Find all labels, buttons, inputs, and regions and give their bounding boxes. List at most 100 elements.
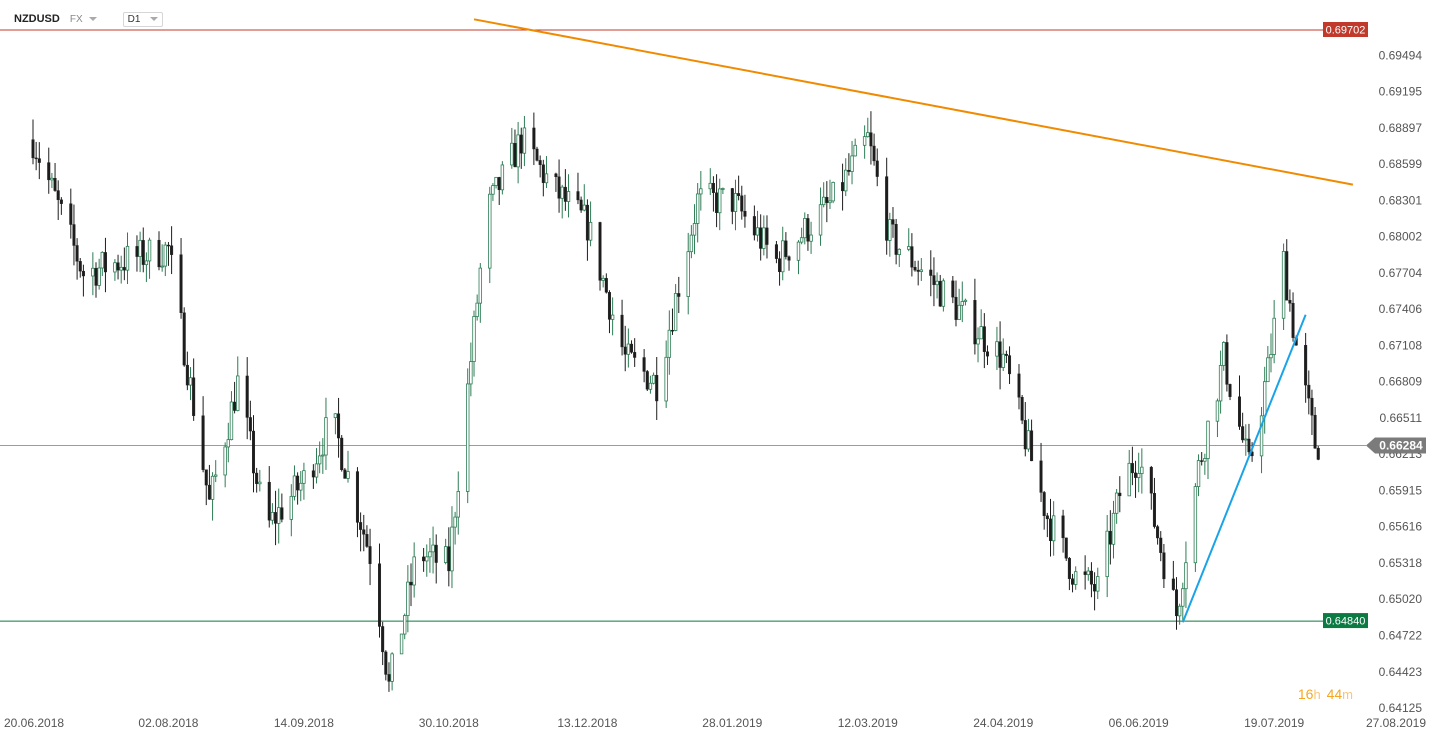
candle-body bbox=[31, 139, 35, 159]
candle-body bbox=[1200, 460, 1204, 462]
candle-body bbox=[311, 470, 315, 478]
candle-body bbox=[919, 269, 924, 272]
market-label[interactable]: FX bbox=[69, 13, 83, 25]
timeframe-select[interactable]: D1 bbox=[122, 11, 164, 27]
candle-body bbox=[538, 160, 542, 165]
candle-body bbox=[620, 314, 624, 348]
candle-body bbox=[673, 293, 678, 331]
candle-body bbox=[1225, 342, 1229, 385]
x-tick-label: 19.07.2019 bbox=[1244, 716, 1304, 730]
candle-countdown: 16h 44m bbox=[1298, 686, 1355, 702]
candle-body bbox=[708, 182, 712, 190]
candle-body bbox=[740, 195, 744, 212]
candle-body bbox=[245, 375, 249, 418]
candle-body bbox=[1061, 515, 1065, 539]
candle-body bbox=[998, 341, 1002, 368]
candle-body bbox=[648, 382, 653, 390]
candle-body bbox=[1266, 357, 1270, 383]
candle-body bbox=[576, 191, 580, 201]
candle-body bbox=[384, 651, 388, 675]
candle-body bbox=[1241, 426, 1245, 441]
candle-body bbox=[1184, 562, 1188, 590]
candle-body bbox=[774, 244, 778, 259]
candle-body bbox=[188, 377, 193, 386]
candle-body bbox=[1089, 570, 1093, 585]
candle-body bbox=[721, 188, 725, 190]
trendline bbox=[473, 18, 1354, 186]
candle-body bbox=[314, 463, 319, 478]
current-price-label: 0.66284 bbox=[1379, 439, 1423, 453]
candle-body bbox=[730, 188, 734, 212]
candle-body bbox=[535, 148, 539, 161]
y-tick-label: 0.69494 bbox=[1379, 48, 1423, 62]
y-tick-label: 0.67704 bbox=[1379, 266, 1423, 280]
candle-body bbox=[784, 240, 788, 257]
candle-body bbox=[450, 526, 454, 572]
candle-body bbox=[1272, 317, 1276, 355]
candle-body bbox=[214, 474, 218, 477]
candle-body bbox=[359, 522, 363, 530]
candle-body bbox=[456, 491, 460, 518]
candle-body bbox=[718, 188, 722, 214]
candle-body bbox=[69, 203, 73, 225]
candle-body bbox=[292, 475, 297, 497]
market-dropdown-icon[interactable] bbox=[88, 17, 97, 21]
timer-minutes: 44 bbox=[1326, 686, 1343, 702]
candle-body bbox=[979, 326, 983, 340]
level-tag-label: 0.64840 bbox=[1326, 616, 1366, 628]
candle-body bbox=[1048, 518, 1052, 541]
y-tick-label: 0.64125 bbox=[1379, 701, 1423, 715]
y-tick-label: 0.64423 bbox=[1379, 665, 1423, 679]
candle-body bbox=[333, 413, 338, 419]
candle-body bbox=[667, 329, 672, 358]
candle-body bbox=[387, 674, 391, 682]
candle-body bbox=[711, 183, 715, 193]
candle-body bbox=[941, 280, 946, 307]
candle-body bbox=[207, 484, 211, 500]
candle-body bbox=[236, 375, 240, 411]
candle-body bbox=[825, 196, 829, 203]
candle-body bbox=[163, 244, 168, 267]
candle-body bbox=[1247, 438, 1251, 453]
y-tick-label: 0.68897 bbox=[1379, 121, 1423, 135]
candle-body bbox=[91, 267, 95, 277]
candle-body bbox=[277, 507, 281, 524]
y-tick-label: 0.65616 bbox=[1379, 520, 1423, 534]
candle-body bbox=[340, 437, 344, 471]
timer-hours-unit: h bbox=[1313, 687, 1321, 702]
candle-body bbox=[866, 132, 870, 138]
y-tick-label: 0.65318 bbox=[1379, 556, 1423, 570]
candle-body bbox=[56, 190, 60, 201]
candle-body bbox=[699, 188, 703, 195]
candle-body bbox=[1288, 300, 1292, 304]
y-tick-label: 0.64722 bbox=[1379, 628, 1423, 642]
candle-body bbox=[409, 581, 413, 586]
candle-body bbox=[1291, 303, 1295, 338]
candle-body bbox=[103, 252, 107, 273]
candle-body bbox=[431, 544, 435, 553]
candle-body bbox=[434, 544, 438, 563]
candle-body bbox=[686, 251, 690, 297]
candle-body bbox=[53, 178, 57, 191]
candle-body bbox=[796, 241, 801, 261]
candle-body bbox=[223, 446, 227, 476]
candle-body bbox=[1316, 447, 1320, 460]
candle-body bbox=[472, 316, 476, 362]
candle-body bbox=[1215, 400, 1220, 422]
candle-body bbox=[270, 511, 275, 521]
symbol-label[interactable]: NZDUSD bbox=[14, 13, 60, 25]
candle-body bbox=[818, 204, 823, 236]
candle-body bbox=[355, 471, 359, 523]
candle-body bbox=[1269, 354, 1273, 359]
candle-body bbox=[406, 581, 410, 616]
candle-body bbox=[897, 248, 901, 255]
candle-body bbox=[973, 300, 977, 345]
candle-body bbox=[960, 301, 964, 306]
candle-body bbox=[116, 262, 120, 271]
candle-body bbox=[141, 240, 145, 265]
candle-body bbox=[1073, 571, 1078, 585]
candle-body bbox=[633, 352, 637, 358]
candle-body bbox=[1017, 373, 1021, 398]
candle-body bbox=[428, 551, 432, 558]
